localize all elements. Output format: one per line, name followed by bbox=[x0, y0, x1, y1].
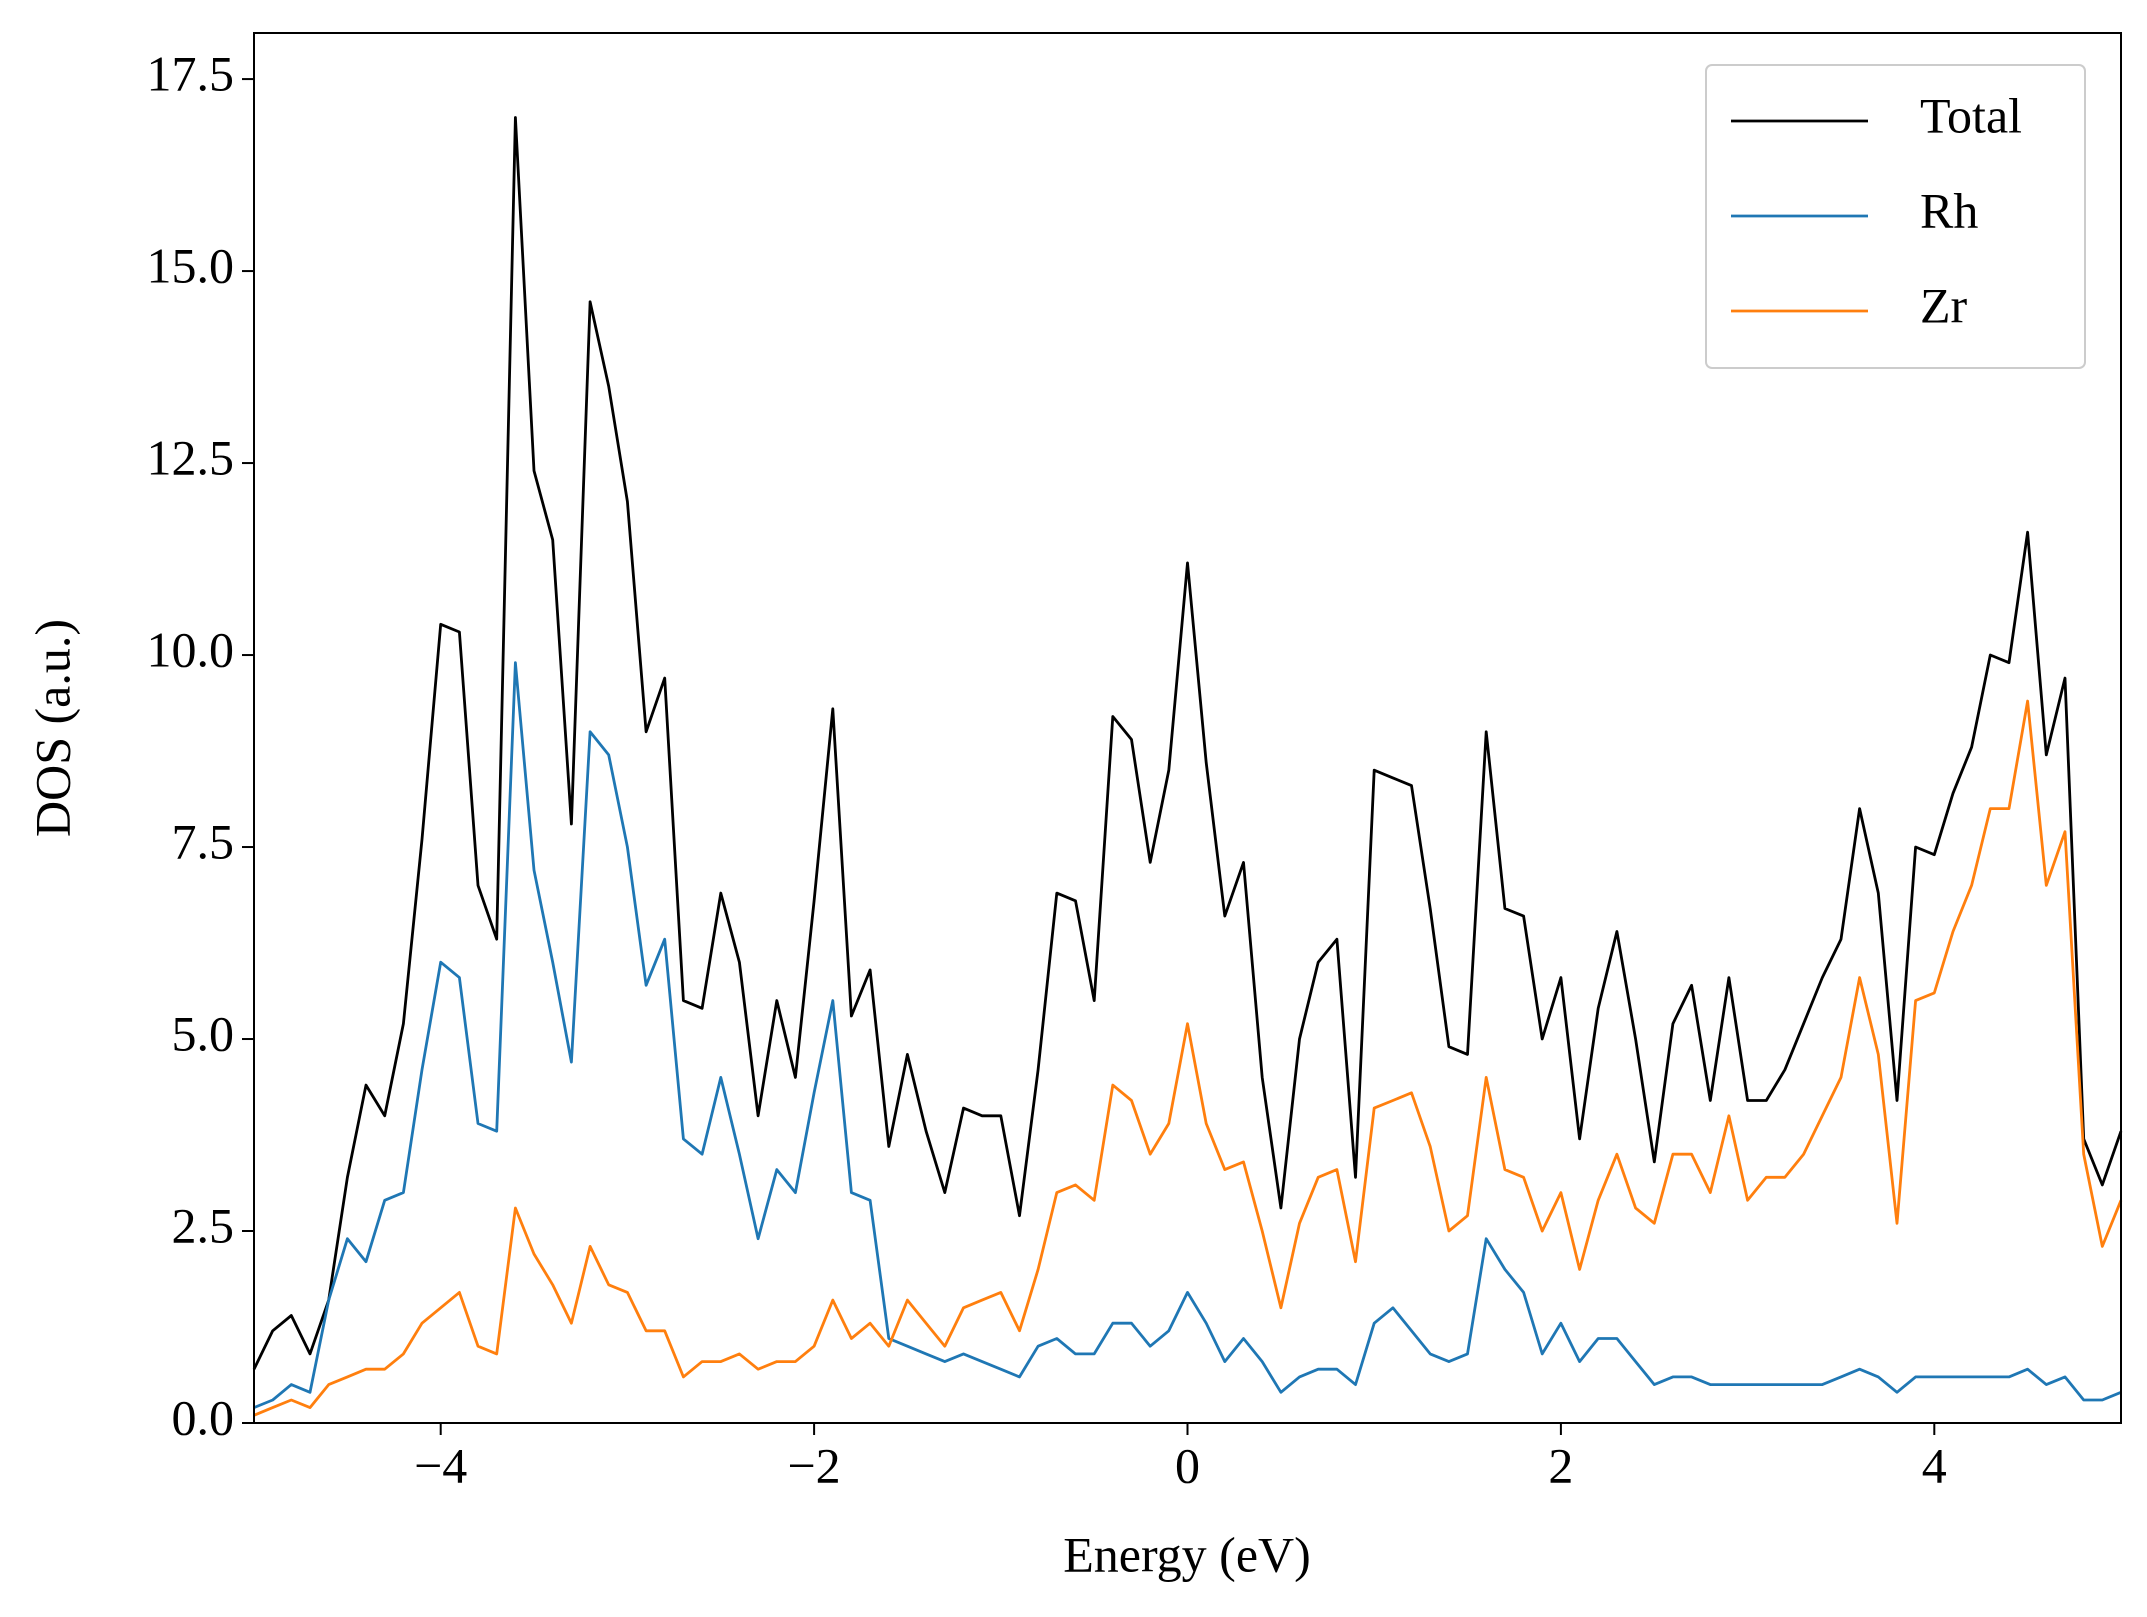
x-tick-label: 2 bbox=[1548, 1437, 1573, 1493]
plot-frame bbox=[253, 32, 2122, 1424]
y-tick-label: 17.5 bbox=[147, 46, 235, 102]
legend-box bbox=[1705, 64, 2086, 369]
legend-label: Zr bbox=[1920, 277, 1968, 333]
series-line bbox=[253, 661, 2122, 1409]
series-line bbox=[253, 699, 2123, 1417]
legend-label: Rh bbox=[1920, 182, 1978, 238]
x-tick-label: −4 bbox=[414, 1437, 467, 1493]
series-line bbox=[252, 116, 2123, 1370]
y-tick-label: 15.0 bbox=[147, 238, 235, 294]
y-tick-label: 5.0 bbox=[172, 1005, 235, 1061]
y-tick-label: 2.5 bbox=[172, 1197, 235, 1253]
x-tick-label: −2 bbox=[787, 1437, 840, 1493]
y-tick-label: 10.0 bbox=[147, 622, 235, 678]
x-axis-label: Energy (eV) bbox=[1063, 1526, 1311, 1582]
y-tick-label: 12.5 bbox=[147, 430, 235, 486]
y-axis-label: DOS (a.u.) bbox=[24, 619, 80, 837]
legend-label: Total bbox=[1920, 87, 2022, 143]
x-tick-label: 0 bbox=[1175, 1437, 1200, 1493]
y-tick-label: 7.5 bbox=[172, 814, 235, 870]
x-tick-label: 4 bbox=[1922, 1437, 1947, 1493]
y-tick-label: 0.0 bbox=[172, 1389, 235, 1445]
